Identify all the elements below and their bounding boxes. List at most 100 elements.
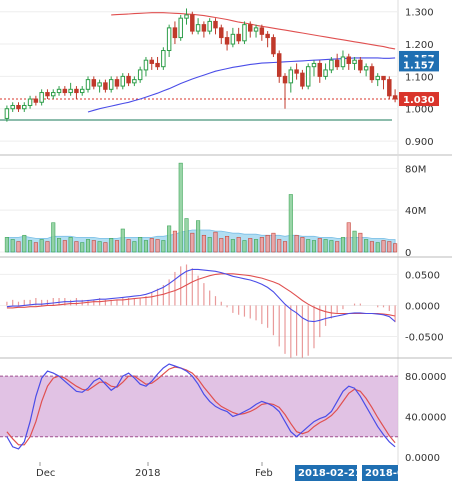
candle-body	[108, 79, 114, 90]
volume-bar	[300, 237, 305, 253]
volume-bar	[22, 234, 27, 253]
volume-bar	[230, 239, 235, 253]
volume-bar	[126, 239, 131, 253]
price-tick-label: 1.300	[405, 8, 434, 19]
stoch-tick-label: 40.0000	[405, 413, 446, 424]
candle-body	[97, 82, 102, 87]
volume-bar	[352, 230, 357, 253]
volume-bar	[109, 238, 114, 253]
candle-body	[155, 62, 160, 68]
macd-tick-label: -0.0500	[405, 332, 444, 343]
candle-body	[387, 79, 392, 97]
volume-bar	[329, 240, 334, 253]
candle-body	[265, 33, 270, 39]
volume-bar	[213, 231, 218, 253]
volume-bar	[190, 232, 195, 253]
ma-slow-line	[111, 12, 396, 50]
volume-bar	[259, 237, 264, 253]
candle-body	[166, 27, 172, 52]
candle-body	[4, 108, 10, 119]
volume-panel: 80M 40M 0	[0, 162, 452, 259]
candle-body	[323, 69, 328, 77]
volume-bar	[39, 239, 44, 253]
volume-bar	[346, 222, 351, 253]
candle-body	[132, 79, 137, 84]
volume-bar	[45, 241, 50, 253]
volume-bar	[68, 237, 73, 253]
candle-body	[201, 24, 207, 32]
volume-bar	[4, 237, 9, 253]
volume-bar	[381, 240, 386, 253]
volume-bar	[288, 194, 293, 253]
stoch-tick-label: 80.0000	[405, 372, 446, 383]
candle-body	[253, 27, 259, 32]
volume-bar	[236, 237, 241, 253]
macd-line	[6, 268, 396, 323]
volume-bar	[74, 241, 79, 253]
x-label-feb: Feb	[255, 468, 273, 479]
candle-body	[242, 24, 247, 42]
candle-body	[85, 79, 91, 90]
stoch-d-line	[6, 366, 396, 446]
macd-tick-label: 0.0500	[405, 270, 440, 281]
volume-bar	[225, 236, 230, 253]
volume-bar	[265, 234, 270, 253]
volume-bar	[219, 238, 224, 253]
price-tick-label: 1.200	[405, 40, 434, 51]
volume-bar	[294, 234, 299, 253]
candle-body	[311, 62, 317, 68]
volume-bar	[387, 241, 392, 253]
candle-body	[352, 59, 357, 64]
candle-body	[236, 33, 241, 42]
candle-body	[294, 69, 299, 74]
candle-body	[369, 66, 375, 81]
candle-body	[137, 69, 143, 81]
volume-bar	[10, 239, 15, 253]
volume-bar	[277, 239, 282, 253]
macd-signal-line	[6, 273, 396, 317]
candle-body	[363, 66, 369, 71]
candle-body	[74, 88, 79, 94]
candle-body	[346, 56, 351, 64]
candle-body	[62, 88, 68, 94]
x-axis: Dec 2018 Feb 2018-02-21 2018-0	[36, 465, 404, 481]
candle-body	[300, 72, 305, 87]
candle-body	[305, 66, 311, 87]
volume-bar	[28, 240, 33, 253]
candle-body	[120, 75, 126, 87]
volume-bar	[155, 239, 160, 253]
candle-body	[172, 27, 178, 39]
volume-bar	[369, 241, 374, 253]
volume-bar	[132, 241, 137, 253]
volume-bar	[364, 239, 369, 253]
volume-bar	[317, 238, 322, 253]
candle-body	[178, 17, 183, 39]
volume-bar	[323, 239, 328, 253]
price-badge-bg	[399, 57, 439, 72]
candle-body	[33, 98, 39, 103]
candle-body	[317, 62, 323, 77]
volume-bar	[248, 238, 253, 253]
volume-bar	[311, 240, 317, 253]
volume-bar	[161, 240, 166, 253]
candle-body	[91, 79, 97, 87]
candle-body	[16, 104, 21, 110]
price-badge-label: 1.030	[403, 95, 435, 106]
candle-body	[27, 98, 33, 106]
volume-bar	[207, 237, 212, 253]
x-label-2018: 2018	[135, 468, 160, 479]
candle-body	[114, 79, 120, 87]
candle-body	[288, 69, 294, 84]
candle-body	[10, 104, 15, 110]
volume-bar	[254, 239, 259, 253]
volume-bar	[33, 242, 38, 253]
candle-body	[149, 59, 154, 64]
range-end-badge	[362, 465, 398, 481]
candle-body	[184, 14, 189, 19]
volume-bar	[114, 240, 120, 253]
volume-bar	[335, 241, 340, 253]
stoch-tick-label: 0.0000	[405, 453, 440, 464]
candle-body	[22, 104, 27, 110]
